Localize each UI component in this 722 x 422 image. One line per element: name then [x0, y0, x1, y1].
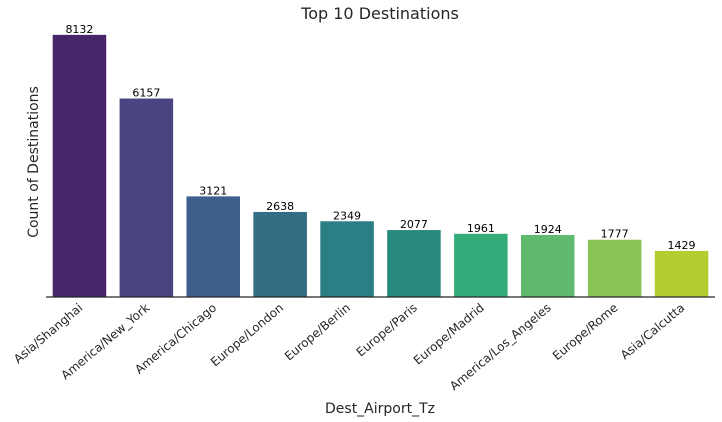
- value-label-europe-madrid: 1961: [467, 222, 495, 235]
- bar-europe-paris: [387, 230, 441, 297]
- bar-america-chicago: [186, 196, 241, 297]
- bar-europe-madrid: [454, 233, 508, 297]
- bar-asia-calcutta: [654, 250, 709, 297]
- value-label-europe-london: 2638: [266, 200, 294, 213]
- bar-asia-shanghai: [52, 34, 107, 298]
- x-tick-label-europe-rome: Europe/Rome: [550, 301, 621, 363]
- y-axis-label: Count of Destinations: [26, 86, 42, 238]
- chart-title: Top 10 Destinations: [300, 4, 459, 23]
- value-label-america-new-york: 6157: [132, 87, 160, 100]
- value-label-asia-calcutta: 1429: [668, 239, 696, 252]
- x-axis-label: Dest_Airport_Tz: [325, 401, 435, 417]
- value-label-asia-shanghai: 8132: [65, 23, 93, 36]
- x-tick-label-europe-berlin: Europe/Berlin: [282, 301, 353, 364]
- bars-group: [52, 34, 709, 298]
- bar-america-new-york: [119, 98, 174, 298]
- bar-america-los-angeles: [520, 234, 575, 297]
- value-label-america-chicago: 3121: [199, 184, 227, 197]
- x-tick-label-asia-shanghai: Asia/Shanghai: [11, 301, 85, 367]
- value-label-america-los-angeles: 1924: [534, 223, 562, 236]
- x-tick-label-asia-calcutta: Asia/Calcutta: [618, 301, 688, 363]
- value-label-europe-paris: 2077: [400, 218, 428, 231]
- x-tick-label-europe-london: Europe/London: [208, 301, 286, 370]
- bar-europe-berlin: [320, 221, 374, 297]
- value-labels-group: 8132 6157 3121 2638 2349 2077 1961 1924 1777 1429: [65, 23, 695, 252]
- bar-europe-rome: [587, 239, 642, 297]
- x-tick-label-europe-paris: Europe/Paris: [354, 301, 420, 360]
- x-tick-labels-group: Asia/ShanghaiAmerica/New_YorkAmerica/Chi…: [11, 301, 687, 394]
- value-label-europe-rome: 1777: [601, 228, 629, 241]
- value-label-europe-berlin: 2349: [333, 209, 361, 222]
- bar-europe-london: [253, 211, 307, 297]
